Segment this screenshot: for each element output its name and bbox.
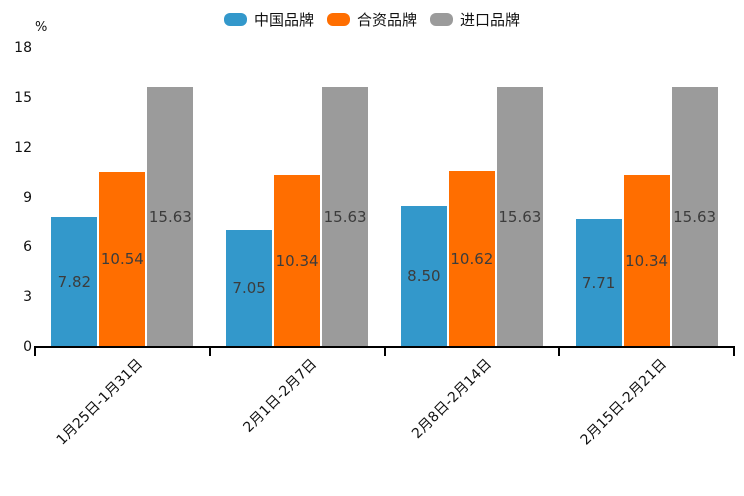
x-axis-tick [34, 346, 36, 356]
bar-value-label: 15.63 [148, 208, 192, 227]
x-axis-tick [208, 346, 211, 356]
bar [99, 171, 146, 347]
bar-value-label: 15.63 [673, 208, 717, 227]
bar [671, 87, 718, 347]
bar [623, 175, 670, 347]
x-axis-tick [383, 346, 386, 356]
legend-marker [430, 13, 453, 26]
bar-value-label: 15.63 [498, 208, 542, 227]
bar [496, 87, 543, 347]
y-axis-tick-label: 15 [14, 89, 32, 106]
bar-value-label: 10.34 [275, 252, 319, 271]
x-axis-tick [558, 346, 561, 356]
chart-legend: 中国品牌 合资品牌 进口品牌 [0, 9, 744, 30]
x-axis-label: 2月8日-2月14日 [409, 356, 496, 443]
x-axis-label: 2月1日-2月7日 [240, 356, 321, 436]
legend-item: 中国品牌 [223, 9, 314, 30]
bar-value-label: 8.50 [407, 267, 441, 286]
bar [274, 175, 321, 347]
bar-value-label: 10.54 [100, 250, 144, 269]
bar [51, 217, 98, 347]
y-axis-unit-label: % [35, 20, 48, 35]
legend-item: 进口品牌 [430, 9, 520, 30]
legend-item: 合资品牌 [326, 9, 417, 30]
bar-value-label: 7.05 [232, 279, 266, 298]
bar [400, 205, 447, 347]
bar-value-label: 7.82 [57, 273, 92, 292]
bar [575, 218, 622, 347]
y-axis-tick-label: 18 [14, 40, 32, 56]
bar-value-label: 10.62 [450, 249, 494, 268]
y-axis-tick-label: 12 [14, 139, 32, 156]
bar [226, 229, 273, 347]
x-axis-tick [733, 346, 735, 356]
legend-label: 合资品牌 [356, 11, 417, 29]
y-axis-tick-label: 9 [23, 189, 32, 206]
bar-value-label: 10.34 [625, 252, 669, 271]
bar [322, 87, 369, 347]
y-axis-tick-label: 6 [23, 239, 32, 256]
bar-value-label: 7.71 [581, 273, 616, 292]
bar-value-label: 15.63 [323, 208, 367, 227]
legend-marker [326, 13, 350, 26]
y-axis-tick-label: 0 [23, 339, 32, 355]
x-axis-label: 1月25日-1月31日 [53, 356, 146, 449]
bar [448, 170, 495, 347]
legend-label: 进口品牌 [460, 11, 521, 29]
x-axis-label: 2月15日-2月21日 [577, 356, 671, 449]
y-axis-tick-label: 3 [23, 289, 32, 306]
bar [147, 87, 194, 347]
legend-marker [223, 13, 247, 26]
legend-label: 中国品牌 [253, 11, 314, 29]
